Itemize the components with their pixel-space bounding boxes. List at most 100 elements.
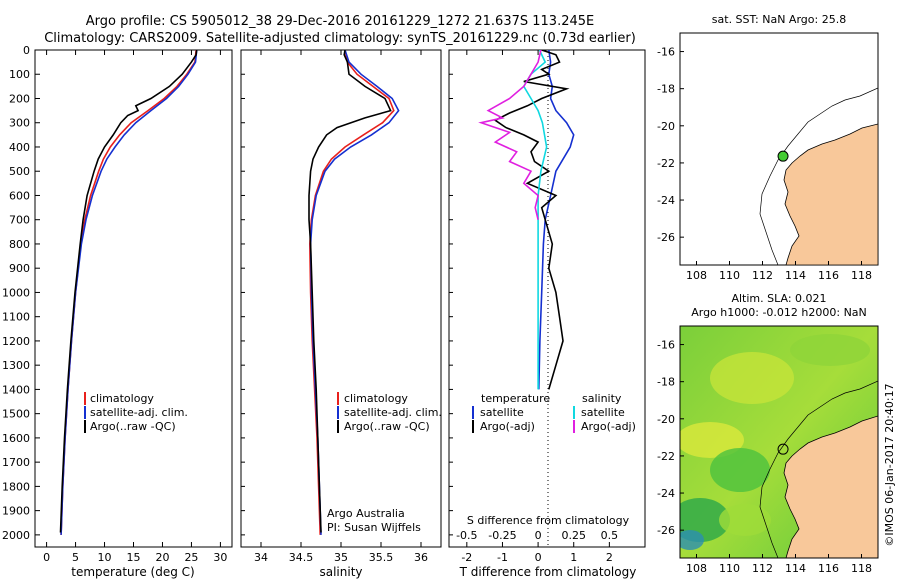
lat-tick-label: -20 — [657, 120, 675, 133]
lon-tick-label: 116 — [818, 562, 839, 575]
t-tick-label: 2 — [606, 551, 613, 564]
y-tick-label: 500 — [9, 165, 30, 178]
temperature-xlabel: temperature (deg C) — [71, 565, 194, 579]
legend-swatch-s-satellite — [573, 406, 575, 419]
t-tick-label: -1 — [497, 551, 508, 564]
lon-tick-label: 110 — [719, 562, 740, 575]
legend-swatch-climatology — [84, 392, 86, 405]
lat-tick-label: -22 — [657, 450, 675, 463]
lon-tick-label: 112 — [752, 269, 773, 282]
x-tick-label: 30 — [213, 551, 227, 564]
sst-map-land — [783, 123, 878, 265]
legend-t-argo: Argo(-adj) — [480, 420, 535, 433]
s-tick-label: 0.5 — [601, 529, 619, 542]
sst-map-title: sat. SST: NaN Argo: 25.8 — [712, 13, 846, 26]
sla-map-title-2: Argo h1000: -0.012 h2000: NaN — [691, 306, 867, 319]
legend-swatch-argo — [84, 420, 86, 433]
lat-tick-label: -24 — [657, 487, 675, 500]
lat-tick-label: -18 — [657, 376, 675, 389]
s-tick-label: -0.25 — [488, 529, 516, 542]
y-tick-label: 1800 — [2, 480, 30, 493]
temperature-axes — [34, 49, 233, 548]
t-tick-label: 0 — [535, 551, 542, 564]
y-tick-label: 400 — [9, 141, 30, 154]
legend-satellite-adj: satellite-adj. clim. — [344, 406, 442, 419]
lon-tick-label: 116 — [818, 269, 839, 282]
sla-map-axes — [679, 325, 879, 559]
lat-tick-label: -26 — [657, 524, 675, 537]
y-tick-label: 1700 — [2, 456, 30, 469]
lon-tick-label: 114 — [785, 562, 806, 575]
s-tick-label: 0.25 — [561, 529, 586, 542]
y-tick-label: 200 — [9, 92, 30, 105]
sst-map-lon-ticks: 108 110 112 114 116 118 — [686, 261, 872, 282]
difference-panel: -2 -1 0 1 2 -0.5 -0.25 0 0.25 0.5 T difference fr… — [448, 49, 646, 579]
series-argo-raw-qc — [308, 50, 392, 533]
annotation-argo-australia: Argo Australia — [327, 507, 405, 520]
difference-axis-ticks: -2 -1 0 1 2 -0.5 -0.25 0 0.25 0.5 — [449, 49, 619, 564]
y-tick-label: 1300 — [2, 359, 30, 372]
lon-tick-label: 112 — [752, 562, 773, 575]
difference-legend: temperature salinity satellite Argo(-adj… — [472, 392, 636, 433]
sla-map-lat-ticks: -16 -18 -20 -22 -24 -26 — [657, 339, 684, 537]
sst-map-bathy-contour — [759, 87, 878, 265]
series-argo-raw-qc — [59, 50, 198, 533]
sla-blob — [710, 352, 794, 404]
s-tick-label: 0 — [535, 529, 542, 542]
y-tick-label: 900 — [9, 262, 30, 275]
x-tick-label: 20 — [155, 551, 169, 564]
sla-map-bathy-contour — [759, 380, 878, 558]
legend-argo: Argo(..raw -QC) — [344, 420, 430, 433]
legend-swatch-satellite — [337, 406, 339, 419]
lon-tick-label: 118 — [851, 269, 872, 282]
lon-tick-label: 114 — [785, 269, 806, 282]
legend-t-satellite: satellite — [480, 406, 524, 419]
lon-tick-label: 108 — [686, 269, 707, 282]
sla-blob — [719, 504, 771, 536]
legend-climatology: climatology — [90, 392, 154, 405]
argo-location-marker — [777, 150, 789, 162]
header-line-1: Argo profile: CS 5905012_38 29-Dec-2016 … — [86, 14, 594, 29]
y-tick-label: 1500 — [2, 408, 30, 421]
salinity-axes — [240, 49, 442, 548]
series-temperature-satellite — [538, 50, 575, 390]
t-tick-label: -2 — [461, 551, 472, 564]
x-tick-label: 5 — [72, 551, 79, 564]
salinity-lines — [308, 50, 400, 535]
legend-header-temperature: temperature — [481, 392, 550, 405]
sla-blob — [790, 334, 870, 366]
sst-map-lat-ticks: -16 -18 -20 -22 -24 -26 — [657, 46, 684, 244]
temperature-axis-ticks: 0 5 10 15 20 25 30 — [43, 50, 227, 564]
legend-satellite-adj: satellite-adj. clim. — [90, 406, 188, 419]
s-tick-label: -0.5 — [456, 529, 477, 542]
temperature-legend: climatology satellite-adj. clim. Argo(..… — [84, 392, 188, 433]
temperature-panel: 0100200300400500600700800900100011001200… — [2, 44, 233, 579]
sla-blob — [710, 448, 770, 492]
sla-map-title-1: Altim. SLA: 0.021 — [731, 292, 826, 305]
salinity-axis-ticks: 34 34.5 35 35.5 36 — [241, 49, 428, 564]
t-difference-xlabel: T difference from climatology — [459, 565, 637, 579]
lat-tick-label: -24 — [657, 194, 675, 207]
legend-swatch-satellite — [84, 406, 86, 419]
t-tick-label: 1 — [570, 551, 577, 564]
y-tick-label: 700 — [9, 214, 30, 227]
annotation-pi: PI: Susan Wijffels — [327, 521, 421, 534]
legend-swatch-s-argo — [573, 420, 575, 433]
sla-map-land — [783, 415, 878, 558]
sla-blob — [680, 422, 744, 458]
lat-tick-label: -16 — [657, 46, 675, 59]
y-tick-label: 300 — [9, 117, 30, 130]
legend-climatology: climatology — [344, 392, 408, 405]
series-temperature-argo-adj — [493, 50, 570, 390]
argo-location-marker — [777, 443, 789, 455]
salinity-panel: 34 34.5 35 35.5 36 salinity climatology sate… — [240, 49, 442, 579]
lat-tick-label: -18 — [657, 83, 675, 96]
sst-map-panel: sat. SST: NaN Argo: 25.8 108 110 112 114 116… — [657, 13, 879, 282]
salinity-xlabel: salinity — [319, 565, 362, 579]
y-tick-label: 1900 — [2, 505, 30, 518]
x-tick-label: 34 — [254, 551, 268, 564]
lat-tick-label: -16 — [657, 339, 675, 352]
header-line-2: Climatology: CARS2009. Satellite-adjuste… — [44, 31, 636, 46]
x-tick-label: 10 — [98, 551, 112, 564]
